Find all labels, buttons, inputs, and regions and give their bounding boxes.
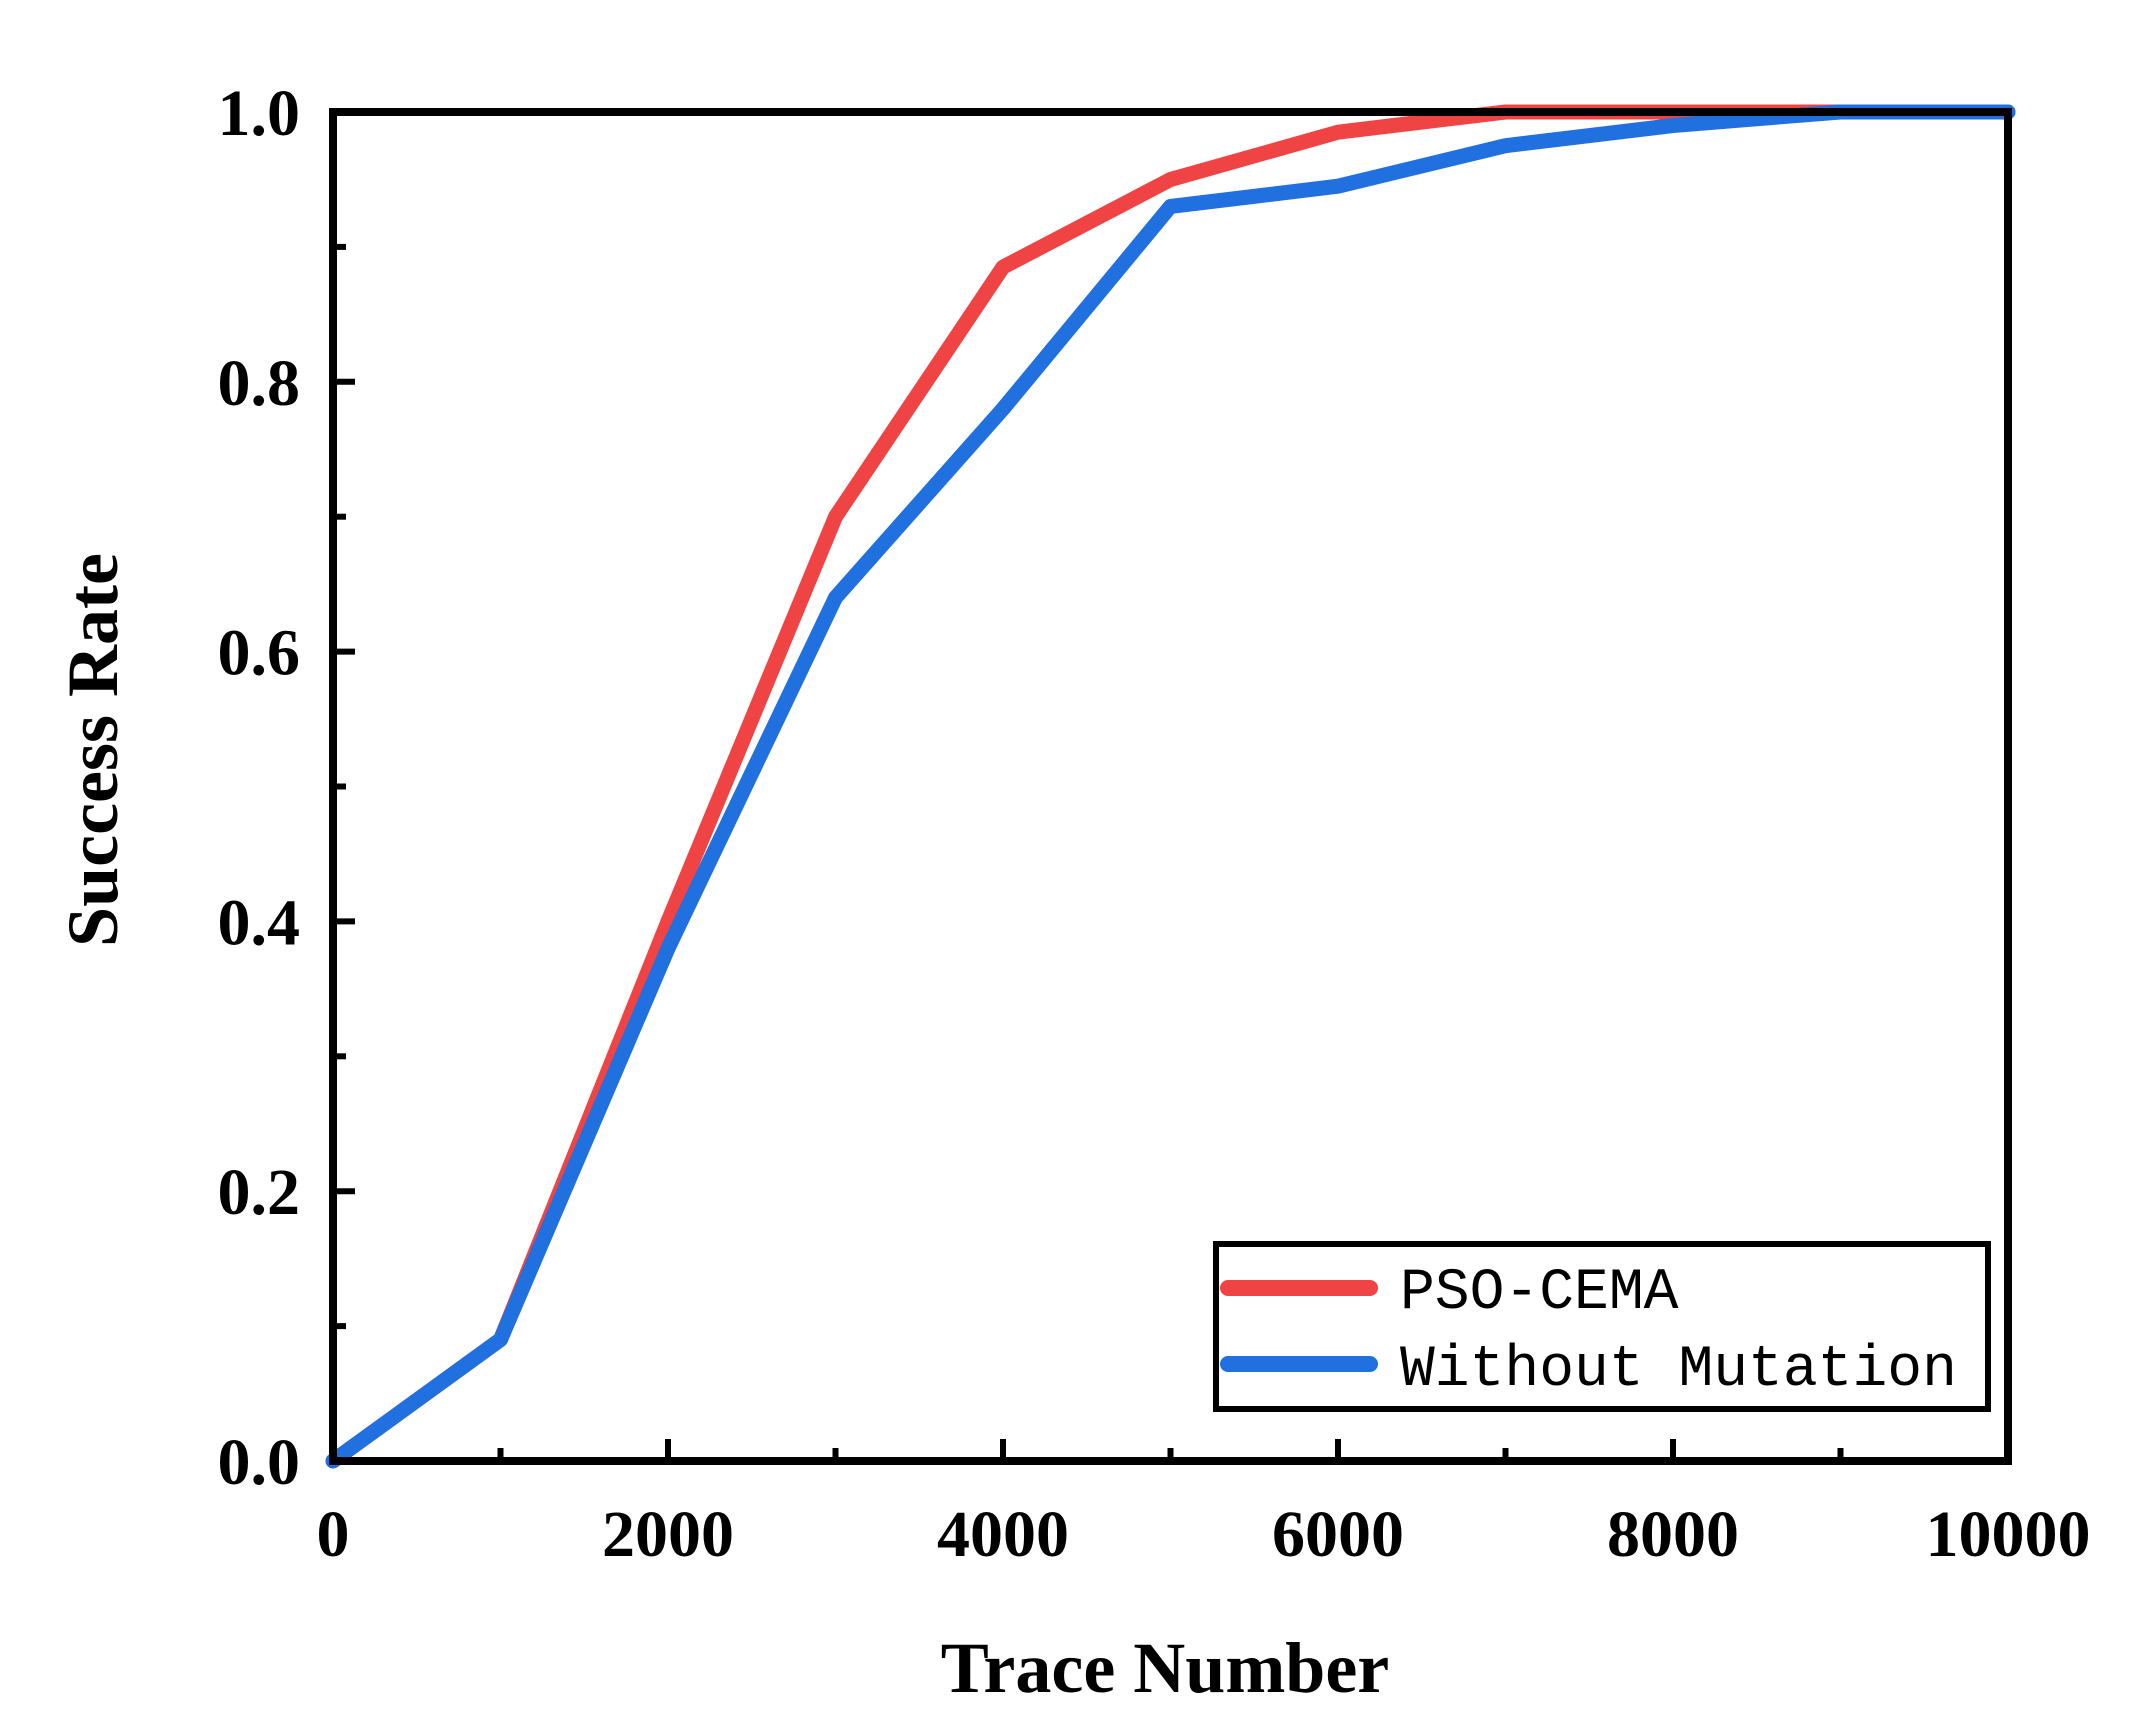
x-tick-label: 6000 bbox=[1272, 1498, 1404, 1571]
y-tick-label: 0.8 bbox=[218, 347, 301, 420]
y-axis-title: Success Rate bbox=[53, 553, 133, 947]
legend-label-pso-cema: PSO-CEMA bbox=[1400, 1261, 1679, 1326]
x-tick-label: 0 bbox=[317, 1498, 350, 1571]
x-tick-label: 2000 bbox=[602, 1498, 734, 1571]
y-tick-label: 0.6 bbox=[218, 617, 301, 690]
y-tick-label: 0.4 bbox=[218, 886, 301, 959]
ticks-layer bbox=[330, 109, 2011, 1464]
y-tick-label: 1.0 bbox=[218, 77, 301, 150]
legend-label-without-mutation: Without Mutation bbox=[1400, 1338, 1957, 1403]
legend: PSO-CEMA Without Mutation bbox=[1213, 1241, 1991, 1412]
x-axis-title: Trace Number bbox=[941, 1628, 1390, 1708]
x-tick-label: 10000 bbox=[1926, 1498, 2091, 1571]
legend-box bbox=[1213, 1241, 1991, 1412]
y-tick-label: 0.2 bbox=[218, 1156, 301, 1229]
tick-labels-layer: 0 2000 4000 6000 8000 10000 0.0 0.2 0.4 0.6 0.8 1.0 bbox=[218, 77, 2091, 1571]
series-line-without-mutation bbox=[325, 104, 2016, 1469]
x-tick-label: 8000 bbox=[1607, 1498, 1739, 1571]
y-tick-label: 0.0 bbox=[218, 1426, 301, 1499]
x-tick-label: 4000 bbox=[937, 1498, 1069, 1571]
